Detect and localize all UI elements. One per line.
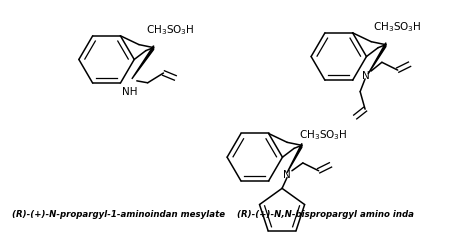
Polygon shape xyxy=(287,143,302,173)
Text: CH$_3$SO$_3$H: CH$_3$SO$_3$H xyxy=(374,20,422,34)
Polygon shape xyxy=(132,46,154,79)
Text: (R)-(+)-N,N-bispropargyl amino inda: (R)-(+)-N,N-bispropargyl amino inda xyxy=(237,210,414,219)
Text: CH$_3$SO$_3$H: CH$_3$SO$_3$H xyxy=(146,23,195,37)
Polygon shape xyxy=(368,43,386,74)
Text: NH: NH xyxy=(122,87,137,97)
Text: N: N xyxy=(283,170,291,180)
Text: CH$_3$SO$_3$H: CH$_3$SO$_3$H xyxy=(299,128,348,142)
Text: (R)-(+)-N-propargyl-1-aminoindan mesylate: (R)-(+)-N-propargyl-1-aminoindan mesylat… xyxy=(12,210,225,219)
Text: N: N xyxy=(362,71,370,81)
